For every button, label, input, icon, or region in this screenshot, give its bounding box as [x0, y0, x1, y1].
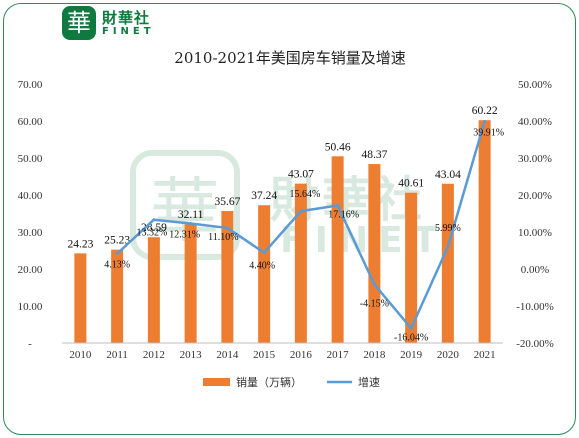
growth-label-2014: 11.10% [208, 232, 238, 243]
x-tick-2015: 2015 [253, 349, 276, 361]
bar-2017 [331, 156, 344, 343]
legend: 销量（万辆） 增速 [203, 375, 380, 389]
y-left-tick: 20.00 [18, 264, 43, 276]
growth-label-2012: 13.32% [136, 228, 167, 239]
y-right-tick: -20.00% [516, 338, 554, 350]
brand-name-cn: 財華社 [102, 9, 151, 27]
chart-title: 2010-2021年美国房车销量及增速 [174, 49, 405, 67]
growth-label-2021: 39.91% [473, 127, 504, 138]
legend-bar-label: 销量（万辆） [236, 375, 302, 389]
growth-label-2015: 4.40% [249, 261, 275, 272]
bar-label-2021: 60.22 [472, 105, 498, 117]
x-tick-2021: 2021 [474, 349, 496, 361]
bar-2011 [111, 249, 124, 343]
brand-logo: 華 財華社 FINET [62, 4, 212, 44]
growth-point-2012 [152, 218, 156, 222]
bar-2014 [221, 211, 234, 343]
bar-2019 [405, 192, 418, 343]
x-tick-2017: 2017 [327, 349, 350, 361]
y-left-tick: 30.00 [18, 227, 43, 239]
x-tick-2020: 2020 [437, 349, 460, 361]
growth-label-2019: -16.04% [394, 332, 428, 343]
x-tick-2018: 2018 [363, 349, 386, 361]
legend-line-label: 增速 [358, 375, 380, 389]
growth-label-2011: 4.13% [104, 260, 130, 271]
bar-label-2017: 50.46 [325, 141, 351, 153]
bar-label-2018: 48.37 [361, 149, 387, 161]
bar-2018 [368, 164, 381, 343]
growth-point-2021 [483, 119, 487, 123]
x-tick-2012: 2012 [143, 349, 165, 361]
bar-label-2016: 43.07 [288, 169, 314, 181]
y-right-tick: 0.00% [521, 264, 549, 276]
growth-point-2020 [446, 245, 450, 249]
bar-2013 [184, 224, 197, 343]
growth-label-2016: 15.64% [289, 189, 320, 200]
bar-label-2011: 25.23 [104, 235, 130, 247]
legend-bar-swatch [203, 378, 230, 386]
bar-2020 [441, 183, 454, 343]
bar-2016 [294, 183, 307, 343]
bar-label-2019: 40.61 [398, 178, 424, 190]
bar-label-2010: 24.23 [67, 238, 93, 250]
y-right-tick: -10.00% [516, 301, 554, 313]
brand-mark-icon: 華 [62, 6, 96, 40]
growth-label-2020: 5.99% [435, 223, 461, 234]
y-right-tick: 30.00% [518, 153, 552, 165]
growth-point-2014 [225, 226, 229, 230]
bar-label-2014: 35.67 [214, 196, 240, 208]
bar-2021 [478, 120, 491, 343]
y-left-tick: 40.00 [18, 190, 43, 202]
bar-2012 [147, 237, 160, 343]
y-left-tick: 50.00 [18, 153, 43, 165]
x-tick-2019: 2019 [400, 349, 423, 361]
y-right-tick: 10.00% [518, 227, 552, 239]
growth-point-2017 [336, 204, 340, 208]
y-left-tick: 10.00 [18, 301, 43, 313]
brand-name-en: FINET [102, 26, 155, 37]
x-tick-2011: 2011 [106, 349, 128, 361]
x-tick-2014: 2014 [216, 349, 239, 361]
x-tick-2010: 2010 [69, 349, 92, 361]
y-left-tick: 70.00 [18, 79, 43, 91]
card-border [3, 3, 576, 435]
bar-label-2015: 37.24 [251, 190, 277, 202]
growth-point-2018 [372, 282, 376, 286]
y-left-tick: - [28, 338, 32, 350]
y-right-tick: 50.00% [518, 79, 552, 91]
bar-label-2013: 32.11 [178, 209, 204, 221]
y-right-tick: 20.00% [518, 190, 552, 202]
growth-point-2016 [299, 209, 303, 213]
growth-label-2018: -4.15% [360, 298, 389, 309]
x-tick-2013: 2013 [180, 349, 203, 361]
y-right-tick: 40.00% [518, 116, 552, 128]
growth-point-2019 [409, 326, 413, 330]
bar-label-2020: 43.04 [435, 169, 461, 181]
x-tick-2016: 2016 [290, 349, 313, 361]
y-left-tick: 60.00 [18, 116, 43, 128]
growth-label-2013: 12.31% [169, 229, 200, 240]
growth-point-2011 [115, 252, 119, 256]
growth-label-2017: 17.16% [328, 210, 359, 221]
bar-2010 [74, 253, 87, 343]
growth-point-2015 [262, 251, 266, 255]
growth-point-2013 [189, 221, 193, 225]
bar-2015 [258, 205, 271, 343]
